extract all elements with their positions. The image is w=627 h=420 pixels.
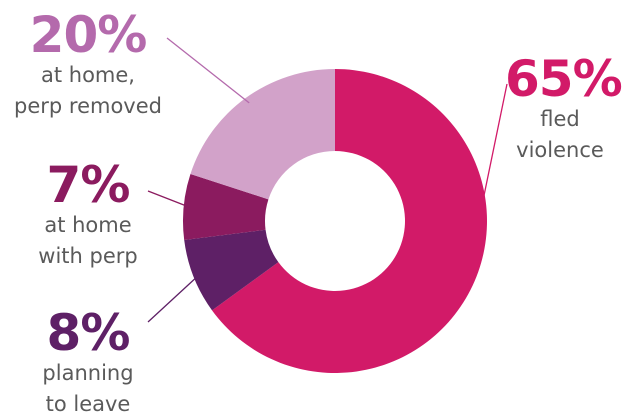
slice-at-home-perp-removed [190, 69, 335, 200]
leader-line-planning-to-leave [147, 274, 200, 323]
slice-planning-to-leave [184, 229, 279, 311]
leader-line-at-home-with-perp [147, 190, 190, 208]
leader-line-at-home-perp-removed [166, 37, 250, 104]
pct-at-home-with-perp: 7% [46, 156, 131, 214]
desc-planning-to-leave-line1: planning [42, 361, 134, 385]
slice-fled-violence [212, 69, 487, 373]
desc-planning-to-leave-line2: to leave [45, 392, 131, 416]
desc-fled-violence-line2: violence [516, 138, 604, 162]
leader-line-fled-violence [464, 83, 508, 288]
desc-at-home-with-perp-line2: with perp [38, 244, 138, 268]
desc-fled-violence-line1: fled [540, 107, 580, 131]
pct-at-home-perp-removed: 20% [29, 6, 148, 64]
label-at-home-with-perp: 7% at home with perp [28, 160, 148, 272]
desc-at-home-with-perp-line1: at home [44, 213, 132, 237]
desc-at-home-perp-removed-line1: at home, [41, 63, 135, 87]
label-at-home-perp-removed: 20% at home, perp removed [2, 10, 174, 122]
label-fled-violence: 65% fled violence [505, 50, 623, 166]
pct-planning-to-leave: 8% [46, 304, 131, 362]
desc-at-home-perp-removed-line2: perp removed [14, 94, 162, 118]
pct-fled-violence: 65% [505, 50, 623, 108]
label-planning-to-leave: 8% planning to leave [28, 308, 148, 420]
slice-at-home-with-perp [183, 174, 269, 241]
